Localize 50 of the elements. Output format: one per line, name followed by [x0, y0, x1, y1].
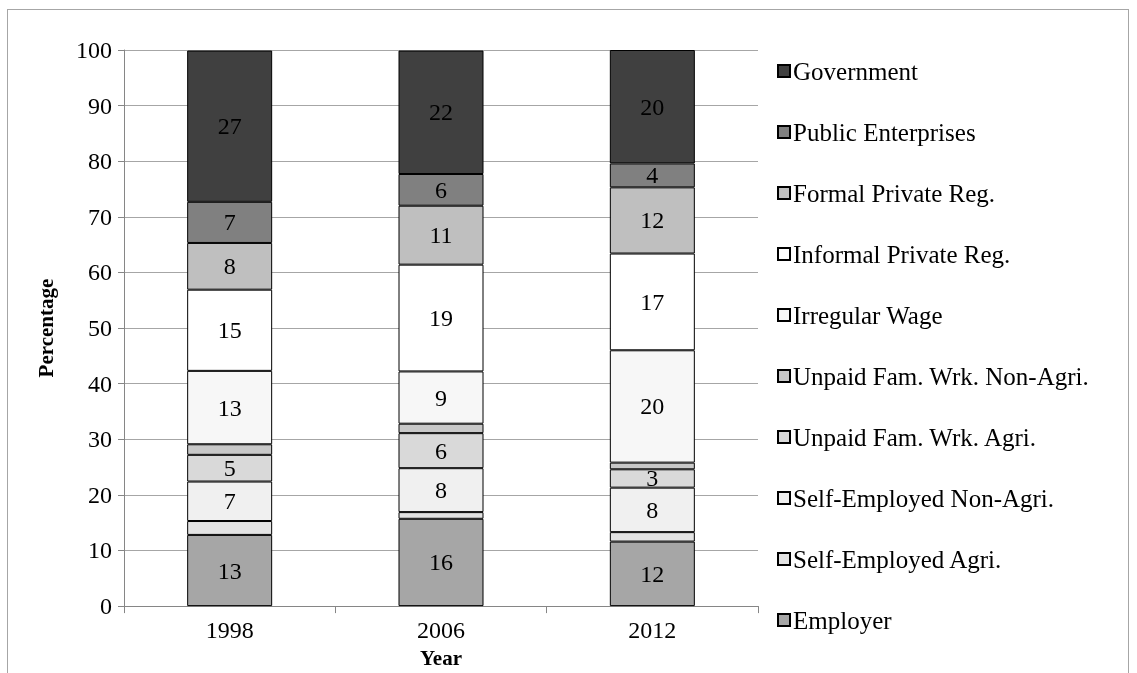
x-axis-title: Year — [420, 645, 462, 670]
data-label: 19 — [429, 305, 453, 332]
data-label: 9 — [435, 384, 447, 411]
data-label: 4 — [646, 162, 659, 189]
legend-label: Employer — [793, 606, 893, 634]
legend-label: Informal Private Reg. — [793, 240, 1011, 268]
y-axis-title: Percentage — [33, 278, 58, 378]
x-tick-label: 2006 — [417, 617, 465, 644]
data-label: 5 — [223, 455, 236, 482]
y-tick-label: 10 — [88, 537, 112, 564]
data-label: 20 — [640, 93, 665, 120]
data-label: 17 — [640, 288, 665, 315]
data-label: 6 — [435, 176, 447, 203]
data-label: 15 — [217, 317, 242, 344]
y-tick-label: 70 — [88, 203, 112, 230]
data-label: 22 — [429, 99, 453, 126]
data-label: 8 — [223, 253, 236, 280]
data-label: 13 — [217, 557, 242, 584]
data-label: 6 — [435, 437, 447, 464]
y-tick-label: 20 — [88, 481, 112, 508]
legend-label: Self-Employed Non-Agri. — [793, 484, 1055, 512]
data-label: 20 — [640, 393, 665, 420]
y-tick-label: 90 — [88, 92, 112, 119]
data-label: 12 — [640, 560, 665, 587]
y-tick-label: 80 — [88, 148, 112, 175]
legend-label: Irregular Wage — [793, 301, 943, 329]
y-tick-label: 100 — [76, 37, 112, 63]
data-label: 7 — [223, 209, 236, 236]
x-tick-label: 2012 — [628, 617, 677, 644]
data-label: 8 — [435, 477, 447, 504]
legend-label: Self-Employed Agri. — [793, 545, 1002, 573]
y-tick-label: 30 — [88, 426, 112, 453]
data-label: 16 — [429, 549, 453, 576]
data-label: 3 — [646, 465, 659, 492]
y-tick-label: 60 — [88, 259, 112, 286]
data-label: 7 — [223, 488, 236, 515]
data-label: 12 — [640, 207, 665, 234]
y-tick-label: 0 — [100, 593, 112, 620]
data-label: 13 — [217, 394, 242, 421]
legend-label: Public Enterprises — [793, 118, 976, 146]
y-tick-label: 50 — [88, 315, 112, 342]
legend-label: Government — [793, 57, 919, 85]
data-label: 27 — [217, 113, 242, 140]
legend-label: Unpaid Fam. Wrk. Agri. — [793, 423, 1036, 451]
legend-label: Unpaid Fam. Wrk. Non-Agri. — [793, 362, 1089, 390]
data-label: 11 — [429, 222, 453, 249]
data-label: 8 — [646, 496, 659, 523]
legend-label: Formal Private Reg. — [793, 179, 996, 207]
y-tick-label: 40 — [88, 370, 112, 397]
x-tick-label: 1998 — [205, 617, 254, 644]
